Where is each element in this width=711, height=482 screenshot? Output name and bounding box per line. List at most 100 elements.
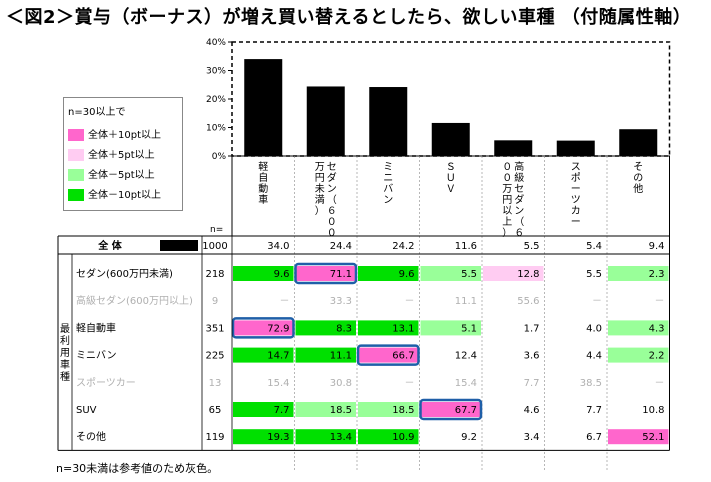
cell-fill (358, 429, 419, 445)
cell-value: 5.1 (461, 323, 477, 334)
category-label-char: 級 (514, 171, 524, 184)
cell-value: 18.5 (392, 405, 414, 416)
bar (306, 86, 345, 156)
total-n: 1000 (202, 241, 227, 252)
cell-value: 4.6 (524, 405, 540, 416)
total-value: 5.5 (524, 241, 540, 252)
row-label: その他 (76, 430, 106, 443)
category-label-char: 自 (258, 171, 268, 184)
footnote: n=30未満は参考値のため灰色。 (56, 462, 219, 475)
category-label-char: カ (571, 205, 581, 217)
legend-header: n=30以上で (68, 107, 126, 118)
category-label-char: 万 (502, 184, 512, 195)
category-label-char: 万 (315, 162, 325, 173)
chart-title: ＜図2＞賞与（ボーナス）が増え買い替えるとしたら、欲しい車種 （付随属性軸） (6, 7, 692, 28)
category-label-char: ６ (327, 206, 337, 217)
highlight-box (294, 262, 358, 285)
total-value: 9.4 (649, 241, 665, 252)
bar (556, 140, 595, 156)
cell-value: 3.4 (524, 432, 540, 443)
side-label-char: 種 (60, 370, 70, 383)
category-label-char: ー (571, 184, 581, 195)
side-label-char: 車 (60, 358, 70, 371)
y-tick-label: 0% (212, 152, 227, 162)
cell-value: 4.3 (649, 323, 665, 334)
category-label-char: の (633, 173, 643, 184)
cell-value: 7.7 (274, 405, 290, 416)
total-value: 5.4 (586, 241, 602, 252)
category-label-char: ニ (383, 173, 393, 184)
cell-fill (420, 266, 481, 281)
cell-value: 10.9 (392, 432, 414, 443)
category-label-char: ６ (514, 228, 524, 239)
row-n: 119 (205, 432, 224, 443)
category-label-char: ） (315, 205, 325, 217)
cell-fill (358, 347, 419, 363)
cell-value: 66.7 (392, 351, 414, 362)
legend-item: 全体＋10pt以上 (68, 129, 161, 143)
category-label-char: ミ (383, 162, 393, 173)
cell-fill (233, 266, 294, 281)
category-label-char: ポ (571, 172, 581, 184)
row-n: 218 (205, 269, 224, 280)
side-label-char: 最 (60, 323, 70, 335)
category-label-char: 円 (315, 173, 325, 184)
cell-fill (420, 402, 481, 417)
highlight-box (356, 344, 420, 366)
category-label-char: ） (502, 227, 512, 239)
y-tick-label: 30% (206, 67, 226, 77)
category-label-char: （ (327, 194, 337, 206)
row-n: 9 (212, 296, 218, 307)
cell-value: 13.4 (330, 432, 352, 443)
cell-fill (358, 402, 419, 417)
row-label: 高級セダン(600万円以上) (76, 294, 193, 307)
cell-value: 15.4 (267, 378, 289, 389)
category-label-char: 円 (502, 195, 512, 206)
bar (431, 122, 470, 156)
cell-value: 8.3 (336, 323, 352, 334)
cell-fill (233, 402, 294, 417)
side-label-char: 用 (60, 348, 70, 359)
category-label-char: ダ (514, 193, 524, 206)
y-tick-label: 40% (206, 38, 226, 48)
cell-value: 4.0 (586, 323, 602, 334)
category-label-char: ０ (502, 162, 512, 173)
cell-value: 18.5 (330, 405, 352, 416)
y-tick-label: 10% (206, 124, 226, 134)
highlight-box (419, 398, 483, 421)
total-value: 24.4 (330, 241, 352, 252)
cell-fill (358, 320, 419, 336)
category-label-char: ス (571, 162, 581, 173)
cell-value: 71.1 (330, 269, 352, 280)
legend-item: 全体－5pt以上 (68, 169, 155, 183)
cell-value: 5.5 (461, 269, 477, 280)
category-label-char: 動 (258, 182, 268, 195)
cell-value: 2.2 (649, 351, 665, 362)
cell-value: 15.4 (455, 378, 477, 389)
row-n: 351 (205, 323, 224, 334)
category-label-char: ツ (571, 195, 581, 206)
category-label-char: Ｓ (446, 162, 456, 173)
row-n: 225 (205, 351, 224, 362)
cell-value: 5.5 (586, 269, 602, 280)
legend-swatch-plus10 (68, 129, 84, 141)
legend-swatch-plus5 (68, 149, 84, 161)
category-label-char: ン (514, 206, 524, 217)
cell-value: － (655, 296, 665, 307)
legend-label: 全体＋10pt以上 (88, 130, 161, 141)
cell-value: － (592, 296, 602, 307)
y-tick-label: 20% (206, 95, 226, 105)
cell-value: 38.5 (580, 378, 602, 389)
cell-value: 12.4 (455, 351, 477, 362)
legend-label: 全体－5pt以上 (88, 170, 155, 181)
legend-item: 全体－10pt以上 (68, 189, 161, 203)
legend-label: 全体＋5pt以上 (88, 150, 155, 161)
row-label: セダン(600万円未満) (76, 267, 173, 280)
category-label-char: ダ (327, 171, 337, 184)
cell-value: 9.2 (461, 432, 477, 443)
category-label-char: ン (327, 184, 337, 195)
total-row-label: 全 体 (97, 239, 122, 252)
category-label-char: 上 (502, 216, 512, 228)
category-label-char: バ (383, 183, 393, 195)
